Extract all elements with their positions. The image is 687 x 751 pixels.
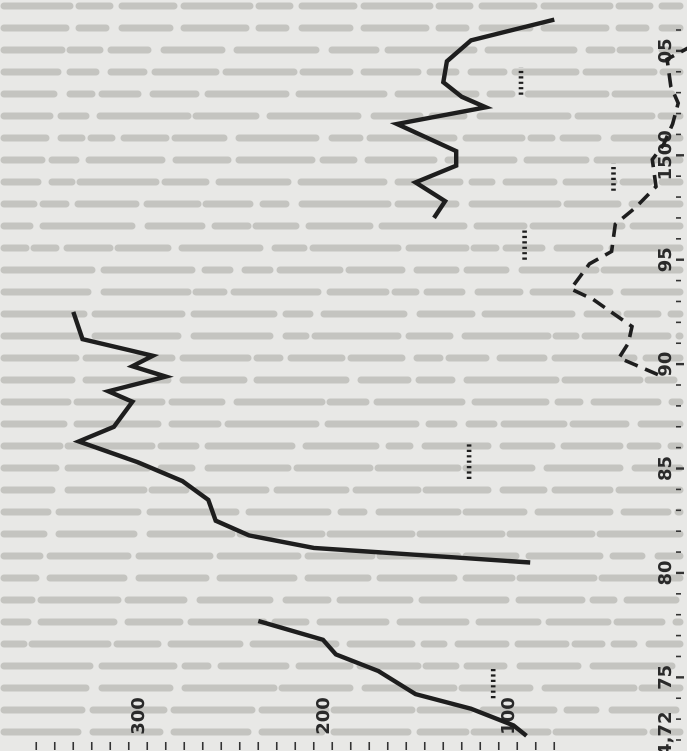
series-layer — [71, 17, 687, 738]
y-tick-label: 300 — [128, 697, 149, 735]
series-dashed-line — [568, 46, 687, 377]
series-solid-line — [71, 311, 531, 565]
x-tick-label: 95 — [655, 247, 676, 272]
series-solid-line — [257, 618, 528, 738]
x-tick-label: 90 — [655, 352, 676, 377]
y-tick-label: 200 — [313, 697, 334, 735]
x-tick-label: 14,72 — [655, 712, 676, 751]
x-tick-label: 85 — [655, 456, 676, 481]
series-solid-line — [389, 17, 555, 220]
x-tick-label: 1500 — [655, 130, 676, 180]
x-axis-ticks — [676, 29, 684, 741]
x-tick-label: 75 — [655, 665, 676, 690]
x-tick-label: 80 — [655, 560, 676, 585]
y-axis-ticks — [35, 742, 556, 750]
